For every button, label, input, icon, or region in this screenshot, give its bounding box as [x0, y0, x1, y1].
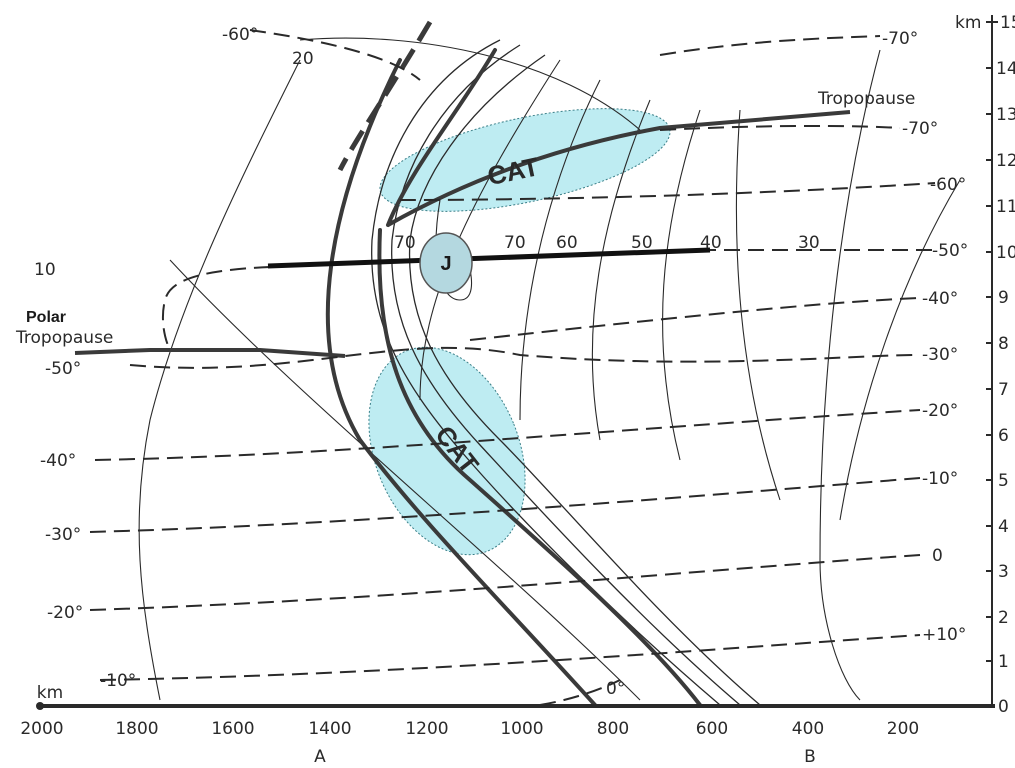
- isotherm-label: -40°: [922, 289, 958, 309]
- polar-tropopause-label: Tropopause: [15, 328, 113, 348]
- x-tick: 1600: [211, 719, 254, 739]
- y-tick: 0: [998, 697, 1009, 717]
- isotherm-label: -30°: [45, 525, 81, 545]
- polar-tropopause-line: [74, 348, 346, 358]
- isotach-label: 10: [34, 260, 56, 280]
- isotherm-label: -50°: [932, 241, 968, 261]
- isotach-label: 60: [556, 233, 578, 253]
- y-tick: 7: [998, 380, 1009, 400]
- y-tick: 6: [998, 426, 1009, 446]
- x-tick: 200: [887, 719, 919, 739]
- isotherm-label: -50°: [45, 359, 81, 379]
- isotherm-label: -70°: [902, 119, 938, 139]
- y-tick: 15: [1000, 13, 1015, 33]
- x-axis-origin-dot: [36, 702, 44, 710]
- isotach-label: 70: [504, 233, 526, 253]
- x-tick: 1400: [308, 719, 351, 739]
- x-tick: 600: [696, 719, 728, 739]
- y-tick: 13: [996, 105, 1015, 125]
- isotach-label: 20: [292, 49, 314, 69]
- x-tick: 1000: [500, 719, 543, 739]
- tropopause-label: Tropopause: [817, 89, 915, 109]
- y-tick: 2: [998, 608, 1009, 628]
- isotherm-label: -40°: [40, 451, 76, 471]
- isotherm-label: -60°: [222, 25, 258, 45]
- y-tick: 11: [996, 197, 1015, 217]
- isotherm-label: 0: [932, 546, 943, 566]
- x-tick: 2000: [20, 719, 63, 739]
- y-axis-tick-marks: [986, 21, 998, 662]
- y-tick: 12: [996, 151, 1015, 171]
- front-boundaries: [325, 48, 702, 707]
- isotherm-label: -20°: [922, 401, 958, 421]
- x-tick: 1200: [405, 719, 448, 739]
- point-b-label: B: [804, 747, 816, 767]
- jet-axis-line: [267, 247, 711, 269]
- isotherm-label: -10°: [922, 469, 958, 489]
- isotach-label: 40: [700, 233, 722, 253]
- isotherm-label: -30°: [922, 345, 958, 365]
- y-axis-tick-labels: 0 1 2 3 4 5 6 7 8 9 10 11 12 13 14 15 km: [955, 13, 1015, 717]
- x-tick: 1800: [115, 719, 158, 739]
- isotherm-label: -70°: [882, 29, 918, 49]
- isotach-label: 30: [798, 233, 820, 253]
- y-tick: 10: [996, 243, 1015, 263]
- y-tick: 8: [998, 334, 1009, 354]
- y-tick: 4: [998, 517, 1009, 537]
- isotach-label: 70: [394, 233, 416, 253]
- front-boundary-dashed: [337, 20, 433, 172]
- point-a-label: A: [314, 747, 326, 767]
- x-tick: 400: [792, 719, 824, 739]
- isotherm-label: -60°: [930, 175, 966, 195]
- polar-label: Polar: [26, 309, 66, 326]
- km-label-left: km: [37, 683, 63, 703]
- jet-core: J: [419, 232, 473, 294]
- isotherm-label: -10°: [100, 671, 136, 691]
- x-tick: 800: [597, 719, 629, 739]
- y-tick: 3: [998, 562, 1009, 582]
- isotherm-lines: [89, 29, 940, 706]
- y-tick: 1: [998, 652, 1009, 672]
- isotach-label: 50: [631, 233, 653, 253]
- isotherm-label: 0°: [606, 679, 625, 699]
- km-label-right: km: [955, 13, 981, 33]
- y-tick: 9: [998, 288, 1009, 308]
- y-tick: 14: [996, 59, 1015, 79]
- tropical-tropopause-line: [387, 110, 851, 227]
- isotherm-label: -20°: [47, 603, 83, 623]
- x-axis-tick-labels: 2000 1800 1600 1400 1200 1000 800 600 40…: [20, 683, 919, 767]
- isotherm-label: +10°: [922, 625, 966, 645]
- y-tick: 5: [998, 471, 1009, 491]
- jet-label: J: [440, 253, 451, 275]
